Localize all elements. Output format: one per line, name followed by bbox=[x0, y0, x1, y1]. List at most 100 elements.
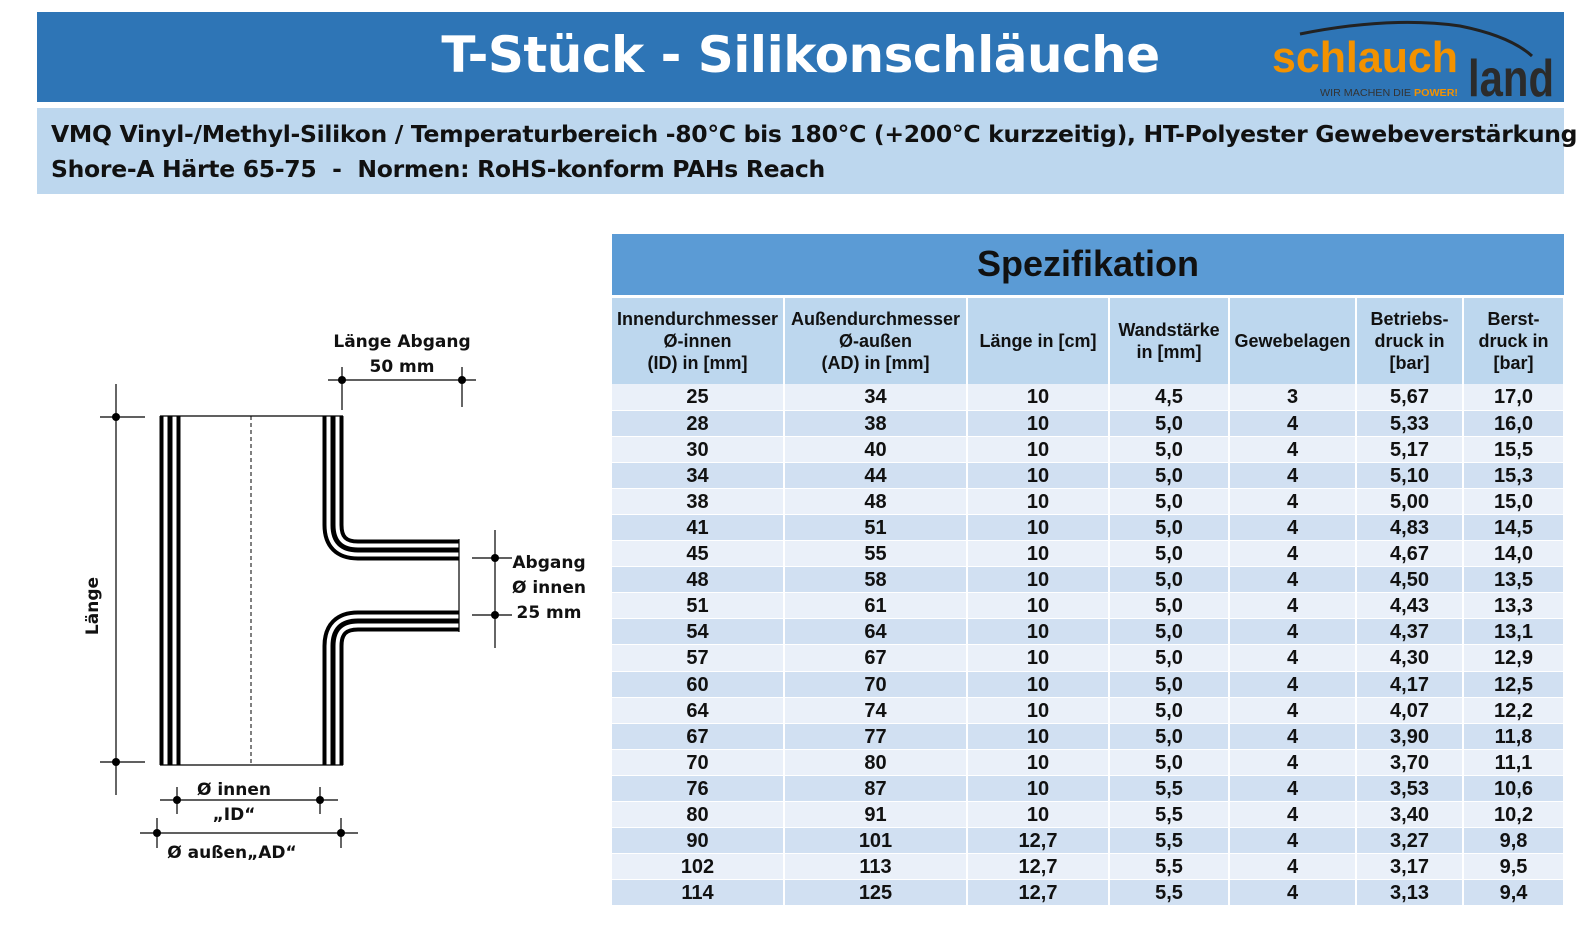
table-cell: 5,0 bbox=[1109, 697, 1230, 724]
table-cell: 4,83 bbox=[1356, 514, 1464, 542]
table-cell: 4,67 bbox=[1356, 540, 1464, 568]
table-cell: 10 bbox=[967, 697, 1110, 724]
table-cell: 48 bbox=[612, 566, 785, 594]
table-row: 57 67 10 5,0 4 4,30 12,9 bbox=[612, 644, 1565, 672]
column-header-line: Berst- bbox=[1487, 308, 1540, 329]
table-cell: 10 bbox=[967, 514, 1110, 542]
table-cell: 4,17 bbox=[1356, 671, 1464, 698]
table-cell: 13,3 bbox=[1463, 592, 1565, 620]
table-cell: 64 bbox=[612, 697, 785, 724]
outer-diameter-label: Ø außen„AD“ bbox=[167, 843, 296, 863]
table-cell: 3,13 bbox=[1356, 879, 1464, 907]
table-cell: 4 bbox=[1229, 853, 1357, 881]
column-header-line: Außendurchmesser bbox=[790, 308, 961, 329]
t-piece-diagram: Länge Länge Abgang 50 mm Abgang Ø innen … bbox=[83, 332, 586, 863]
table-cell: 76 bbox=[612, 775, 785, 803]
table-cell: 55 bbox=[784, 540, 968, 568]
table-cell: 102 bbox=[612, 853, 785, 881]
table-cell: 125 bbox=[784, 879, 968, 907]
table-cell: 4 bbox=[1229, 488, 1357, 515]
table-cell: 30 bbox=[612, 436, 785, 463]
table-cell: 101 bbox=[784, 827, 968, 855]
column-header-line: Betriebs- bbox=[1370, 308, 1449, 329]
table-cell: 9,5 bbox=[1463, 853, 1565, 881]
table-cell: 5,0 bbox=[1109, 566, 1230, 594]
branch-id-value: 25 mm bbox=[516, 603, 581, 623]
svg-text:schlauch: schlauch bbox=[1272, 33, 1458, 82]
table-cell: 67 bbox=[784, 644, 968, 672]
table-cell: 5,5 bbox=[1109, 775, 1230, 803]
table-cell: 70 bbox=[612, 749, 785, 776]
table-cell: 4 bbox=[1229, 618, 1357, 646]
column-header-line: Länge in [cm] bbox=[979, 330, 1097, 351]
table-cell: 5,0 bbox=[1109, 618, 1230, 646]
column-header-line: [bar] bbox=[1493, 352, 1534, 373]
table-cell: 70 bbox=[784, 671, 968, 698]
table-cell: 12,9 bbox=[1463, 644, 1565, 672]
table-cell: 10 bbox=[967, 384, 1110, 411]
table-cell: 58 bbox=[784, 566, 968, 594]
table-cell: 60 bbox=[612, 671, 785, 698]
svg-text:land: land bbox=[1468, 50, 1554, 100]
material-line-1: VMQ Vinyl-/Methyl-Silikon / Temperaturbe… bbox=[51, 120, 1577, 148]
table-row: 48 58 10 5,0 4 4,50 13,5 bbox=[612, 566, 1565, 594]
table-row: 64 74 10 5,0 4 4,07 12,2 bbox=[612, 697, 1565, 724]
table-cell: 17,0 bbox=[1463, 384, 1565, 411]
table-row: 90 101 12,7 5,5 4 3,27 9,8 bbox=[612, 827, 1565, 855]
branch-length-value: 50 mm bbox=[369, 357, 434, 377]
table-cell: 38 bbox=[612, 488, 785, 515]
table-cell: 51 bbox=[784, 514, 968, 542]
table-cell: 12,5 bbox=[1463, 671, 1565, 698]
column-header-line: druck in bbox=[1478, 330, 1549, 351]
table-cell: 4 bbox=[1229, 827, 1357, 855]
column-header: Gewebelagen bbox=[1229, 296, 1357, 384]
table-cell: 54 bbox=[612, 618, 785, 646]
specification-table: Spezifikation Innendurchmesser Ø-innen (ID… bbox=[612, 234, 1565, 907]
inner-diameter-abbr: „ID“ bbox=[213, 805, 256, 825]
table-row: 70 80 10 5,0 4 3,70 11,1 bbox=[612, 749, 1565, 776]
table-cell: 10 bbox=[967, 410, 1110, 437]
table-cell: 12,2 bbox=[1463, 697, 1565, 724]
table-cell: 25 bbox=[612, 384, 785, 411]
table-cell: 41 bbox=[612, 514, 785, 542]
table-cell: 15,5 bbox=[1463, 436, 1565, 463]
table-row: 102 113 12,7 5,5 4 3,17 9,5 bbox=[612, 853, 1565, 881]
table-cell: 4,30 bbox=[1356, 644, 1464, 672]
table-row: 76 87 10 5,5 4 3,53 10,6 bbox=[612, 775, 1565, 803]
table-cell: 11,8 bbox=[1463, 723, 1565, 750]
table-row: 54 64 10 5,0 4 4,37 13,1 bbox=[612, 618, 1565, 646]
table-row: 30 40 10 5,0 4 5,17 15,5 bbox=[612, 436, 1565, 463]
table-cell: 4,50 bbox=[1356, 566, 1464, 594]
table-cell: 5,33 bbox=[1356, 410, 1464, 437]
table-row: 114 125 12,7 5,5 4 3,13 9,4 bbox=[612, 879, 1565, 907]
column-header: Betriebs-druck in [bar] bbox=[1356, 296, 1464, 384]
table-cell: 4 bbox=[1229, 671, 1357, 698]
table-cell: 4 bbox=[1229, 749, 1357, 776]
table-cell: 80 bbox=[784, 749, 968, 776]
table-cell: 15,0 bbox=[1463, 488, 1565, 515]
column-header-line: (AD) in [mm] bbox=[821, 352, 930, 373]
page-title: T-Stück - Silikonschläuche bbox=[441, 26, 1160, 84]
table-cell: 10,2 bbox=[1463, 801, 1565, 829]
column-header-line: Ø-innen bbox=[663, 330, 732, 351]
table-row: 60 70 10 5,0 4 4,17 12,5 bbox=[612, 671, 1565, 698]
table-cell: 5,0 bbox=[1109, 514, 1230, 542]
table-cell: 5,0 bbox=[1109, 436, 1230, 463]
table-cell: 5,0 bbox=[1109, 749, 1230, 776]
table-cell: 77 bbox=[784, 723, 968, 750]
column-header: Außendurchmesser Ø-außen (AD) in [mm] bbox=[784, 296, 968, 384]
table-cell: 10 bbox=[967, 566, 1110, 594]
table-cell: 48 bbox=[784, 488, 968, 515]
table-cell: 40 bbox=[784, 436, 968, 463]
inner-diameter-label: Ø innen bbox=[197, 780, 271, 800]
material-line-2: Shore-A Härte 65-75 - Normen: RoHS-konfo… bbox=[51, 155, 825, 183]
table-cell: 3,90 bbox=[1356, 723, 1464, 750]
table-cell: 12,7 bbox=[967, 879, 1110, 907]
column-header-line: druck in bbox=[1374, 330, 1445, 351]
table-cell: 3,17 bbox=[1356, 853, 1464, 881]
column-header-line: in [mm] bbox=[1136, 341, 1202, 362]
table-cell: 4 bbox=[1229, 592, 1357, 620]
table-cell: 14,0 bbox=[1463, 540, 1565, 568]
table-row: 67 77 10 5,0 4 3,90 11,8 bbox=[612, 723, 1565, 750]
table-title: Spezifikation bbox=[612, 234, 1564, 298]
